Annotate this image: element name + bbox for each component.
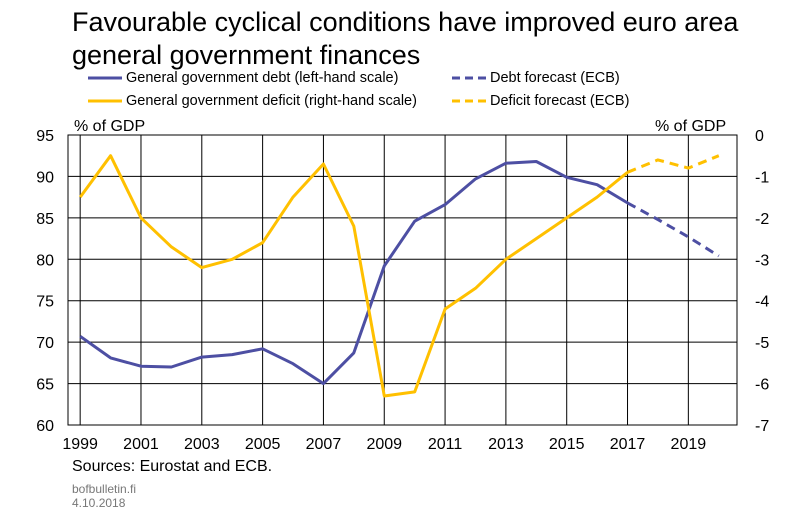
y-right-tick-label: -5 bbox=[755, 335, 769, 352]
y-right-tick-label: -4 bbox=[755, 294, 769, 311]
y-right-tick-label: -6 bbox=[755, 377, 769, 394]
x-tick-label: 2001 bbox=[123, 436, 159, 453]
y-left-tick-label: 95 bbox=[36, 128, 54, 145]
x-tick-label: 2009 bbox=[366, 436, 402, 453]
legend-deficit-label: General government deficit (right-hand s… bbox=[126, 93, 417, 109]
debt-line bbox=[79, 160, 629, 386]
debt-forecast-line bbox=[626, 201, 720, 258]
x-tick-label: 2015 bbox=[549, 436, 585, 453]
legend-debt-forecast-label: Debt forecast (ECB) bbox=[490, 70, 620, 86]
y-left-tick-label: 70 bbox=[36, 335, 54, 352]
y-left-tick-label: 60 bbox=[36, 418, 54, 435]
right-axis-unit: % of GDP bbox=[655, 118, 727, 135]
chart-ticks: 60 65 70 75 80 85 90 95 -7 -6 -5 -4 -3 -2 -1 0 1999 2001 2… bbox=[36, 128, 769, 453]
legend-deficit-forecast-swatch bbox=[452, 99, 486, 103]
y-right-tick-label: -1 bbox=[755, 169, 769, 186]
deficit-line bbox=[78, 154, 629, 398]
publish-date: 4.10.2018 bbox=[72, 496, 126, 510]
deficit-forecast-line bbox=[626, 154, 720, 174]
chart-grid bbox=[68, 135, 737, 425]
x-tick-label: 2019 bbox=[671, 436, 707, 453]
y-right-tick-label: 0 bbox=[755, 128, 764, 145]
left-axis-unit: % of GDP bbox=[74, 118, 146, 135]
legend-debt-label: General government debt (left-hand scale… bbox=[126, 70, 399, 86]
site-footer: bofbulletin.fi 4.10.2018 bbox=[72, 482, 136, 510]
legend-debt-forecast-swatch bbox=[452, 76, 486, 80]
x-tick-label: 2013 bbox=[488, 436, 524, 453]
x-tick-label: 2003 bbox=[184, 436, 220, 453]
y-right-tick-label: -3 bbox=[755, 252, 769, 269]
y-left-tick-label: 65 bbox=[36, 377, 54, 394]
y-right-tick-label: -7 bbox=[755, 418, 769, 435]
x-tick-label: 2007 bbox=[306, 436, 342, 453]
legend-deficit-swatch bbox=[88, 99, 122, 103]
chart-series bbox=[78, 154, 720, 398]
sources-note: Sources: Eurostat and ECB. bbox=[72, 458, 273, 475]
y-right-tick-label: -2 bbox=[755, 211, 769, 228]
plot-frame bbox=[67, 134, 738, 426]
y-left-tick-label: 90 bbox=[36, 169, 54, 186]
y-left-tick-label: 80 bbox=[36, 252, 54, 269]
x-tick-label: 1999 bbox=[62, 436, 98, 453]
legend-debt-swatch bbox=[88, 76, 122, 80]
x-tick-label: 2011 bbox=[428, 436, 463, 453]
legend-deficit-forecast-label: Deficit forecast (ECB) bbox=[490, 93, 630, 109]
x-tick-label: 2005 bbox=[245, 436, 281, 453]
chart-title: Favourable cyclical conditions have impr… bbox=[72, 7, 739, 70]
y-left-tick-label: 75 bbox=[36, 294, 54, 311]
x-tick-label: 2017 bbox=[610, 436, 646, 453]
y-left-tick-label: 85 bbox=[36, 211, 54, 228]
site-name: bofbulletin.fi bbox=[72, 482, 137, 496]
